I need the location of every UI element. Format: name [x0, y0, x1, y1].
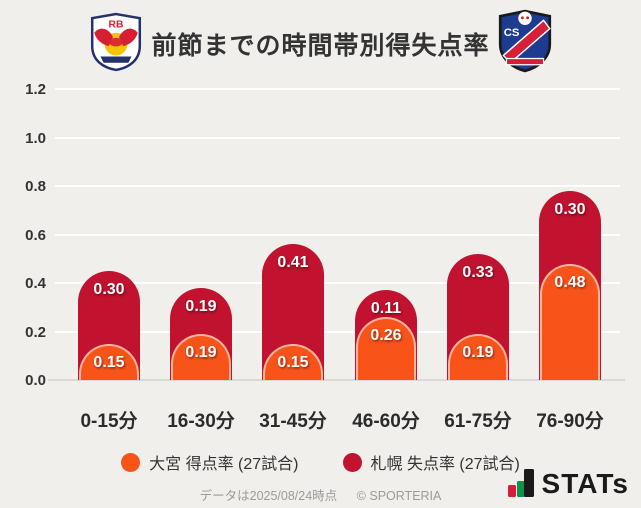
consadole-sapporo-crest-icon: CS [494, 9, 556, 78]
x-tick-label: 31-45分 [259, 411, 327, 432]
chart-legend: 大宮 得点率 (27試合) 札幌 失点率 (27試合) [0, 450, 641, 474]
data-date-note: データは2025/08/24時点 [199, 489, 338, 503]
gridline [55, 282, 620, 284]
bar-omiya-scored: 0.48 [540, 263, 600, 380]
bar-value-label: 0.11 [370, 300, 402, 318]
x-tick-label: 0-15分 [80, 411, 138, 432]
legend-label: 札幌 失点率 (27試合) [370, 456, 520, 473]
gridline [55, 330, 620, 333]
copyright: © SPORTERIA [356, 489, 442, 503]
bar-value-label: 0.19 [462, 343, 494, 361]
y-tick-label: 1.2 [25, 81, 46, 98]
x-tick-label: 76-90分 [536, 411, 604, 432]
svg-text:RB: RB [109, 20, 124, 31]
page-title: 前節までの時間帯別得失点率 [151, 32, 490, 60]
y-tick-label: 0.4 [25, 275, 46, 292]
legend-item-omiya: 大宮 得点率 (27試合) [121, 450, 299, 474]
y-tick-label: 0.0 [25, 372, 46, 389]
bar-value-label: 0.26 [370, 326, 402, 344]
y-tick-label: 0.6 [25, 226, 46, 244]
bar-value-label: 0.15 [93, 353, 125, 371]
gridline [55, 185, 620, 187]
stats-logo: STATs [507, 468, 629, 498]
rb-omiya-crest-icon: RB [87, 12, 145, 77]
gridline [55, 233, 620, 236]
legend-item-sapporo: 札幌 失点率 (27試合) [342, 450, 520, 474]
x-tick-label: 16-30分 [167, 411, 235, 432]
legend-label: 大宮 得点率 (27試合) [149, 456, 299, 473]
x-tick-label: 46-60分 [352, 411, 420, 432]
bar-value-label: 0.41 [277, 254, 309, 272]
x-tick-label: 61-75分 [444, 411, 512, 432]
bar-omiya-scored: 0.19 [448, 333, 508, 380]
stats-brand-text: STATs [541, 468, 629, 499]
bar-value-label: 0.33 [462, 263, 494, 281]
y-tick-label: 0.2 [25, 323, 46, 341]
y-tick-label: 0.8 [25, 178, 46, 195]
bar-value-label: 0.15 [277, 353, 309, 371]
chart-plot-area: 0.0 0.2 0.4 0.6 0.8 1.0 1.2 0.30 0.15 0.19 0.19 0.4… [0, 81, 641, 389]
legend-dot-orange-icon [121, 452, 141, 472]
footer-note: データは2025/08/24時点 © SPORTERIA [0, 485, 641, 504]
svg-text:CS: CS [504, 27, 520, 39]
x-axis-baseline [48, 379, 625, 381]
y-tick-label: 1.0 [25, 129, 46, 147]
x-axis-labels: 0-15分 16-30分 31-45分 46-60分 61-75分 76-90分 [0, 406, 641, 432]
legend-dot-crimson-icon [342, 452, 362, 472]
stats-bars-icon [507, 469, 534, 497]
bar-omiya-scored: 0.19 [171, 333, 231, 380]
bar-value-label: 0.19 [185, 343, 217, 361]
bar-value-label: 0.30 [93, 280, 125, 298]
bar-omiya-scored: 0.26 [356, 316, 416, 380]
bar-value-label: 0.30 [554, 200, 586, 218]
gridline [55, 88, 620, 90]
gridline [55, 136, 620, 139]
bar-value-label: 0.48 [554, 273, 586, 291]
bar-value-label: 0.19 [185, 297, 217, 315]
